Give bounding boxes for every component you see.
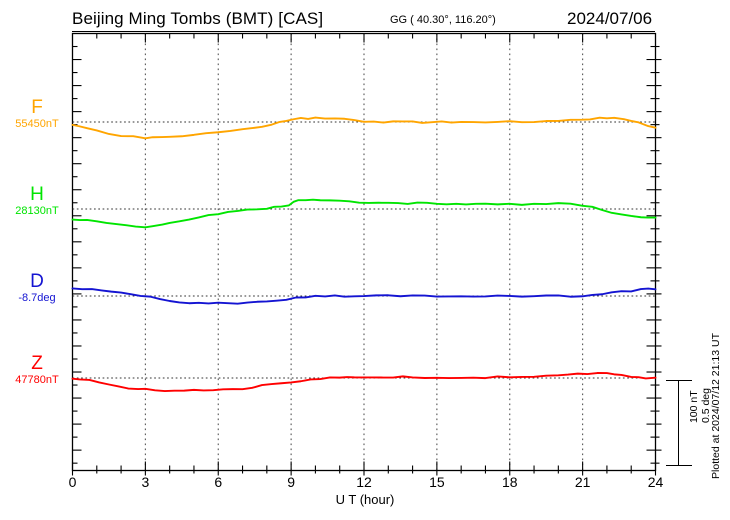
x-tick-label-6: 6 bbox=[214, 474, 223, 490]
x-axis-label: U T (hour) bbox=[335, 492, 395, 507]
x-tick-label-0: 0 bbox=[68, 474, 77, 490]
scale-bar-top-cap bbox=[666, 380, 692, 381]
scale-bar-label: 100 nT 0.5 deg bbox=[688, 388, 712, 424]
component-label-f: F 55450nT bbox=[6, 98, 68, 131]
page-title: Beijing Ming Tombs (BMT) [CAS] bbox=[72, 9, 324, 28]
title-divider bbox=[72, 31, 655, 32]
x-tick-label-3: 3 bbox=[141, 474, 150, 490]
x-tick-label-15: 15 bbox=[429, 474, 445, 490]
x-tick-label-24: 24 bbox=[647, 474, 664, 490]
plotted-at-timestamp: Plotted at 2024/07/12 21:13 UT bbox=[710, 333, 722, 479]
x-tick-label-21: 21 bbox=[574, 474, 591, 490]
component-label-z: Z 47780nT bbox=[6, 354, 68, 387]
component-symbol-d: D bbox=[30, 271, 44, 292]
component-baseline-value-d: -8.7deg bbox=[18, 292, 56, 304]
component-label-d: D -8.7deg bbox=[6, 272, 68, 305]
component-baseline-value-z: 47780nT bbox=[15, 374, 59, 386]
x-tick-label-18: 18 bbox=[501, 474, 518, 490]
component-label-h: H 28130nT bbox=[6, 185, 68, 218]
trace-d bbox=[71, 287, 657, 305]
scale-bar-bottom-cap bbox=[666, 465, 692, 466]
trace-f bbox=[71, 116, 657, 140]
component-symbol-h: H bbox=[30, 184, 44, 205]
x-tick-label-12: 12 bbox=[356, 474, 372, 490]
component-baseline-value-f: 55450nT bbox=[15, 118, 59, 130]
trace-h bbox=[71, 198, 657, 229]
geographic-coordinates: GG ( 40.30°, 116.20°) bbox=[390, 14, 496, 26]
scale-bar bbox=[660, 380, 700, 466]
component-baseline-value-h: 28130nT bbox=[15, 205, 59, 217]
trace-z bbox=[71, 372, 657, 393]
x-tick-label-9: 9 bbox=[287, 474, 296, 490]
component-symbol-f: F bbox=[31, 97, 43, 118]
observation-date: 2024/07/06 bbox=[567, 9, 653, 28]
component-symbol-z: Z bbox=[31, 353, 43, 374]
scale-bar-line bbox=[678, 380, 679, 465]
